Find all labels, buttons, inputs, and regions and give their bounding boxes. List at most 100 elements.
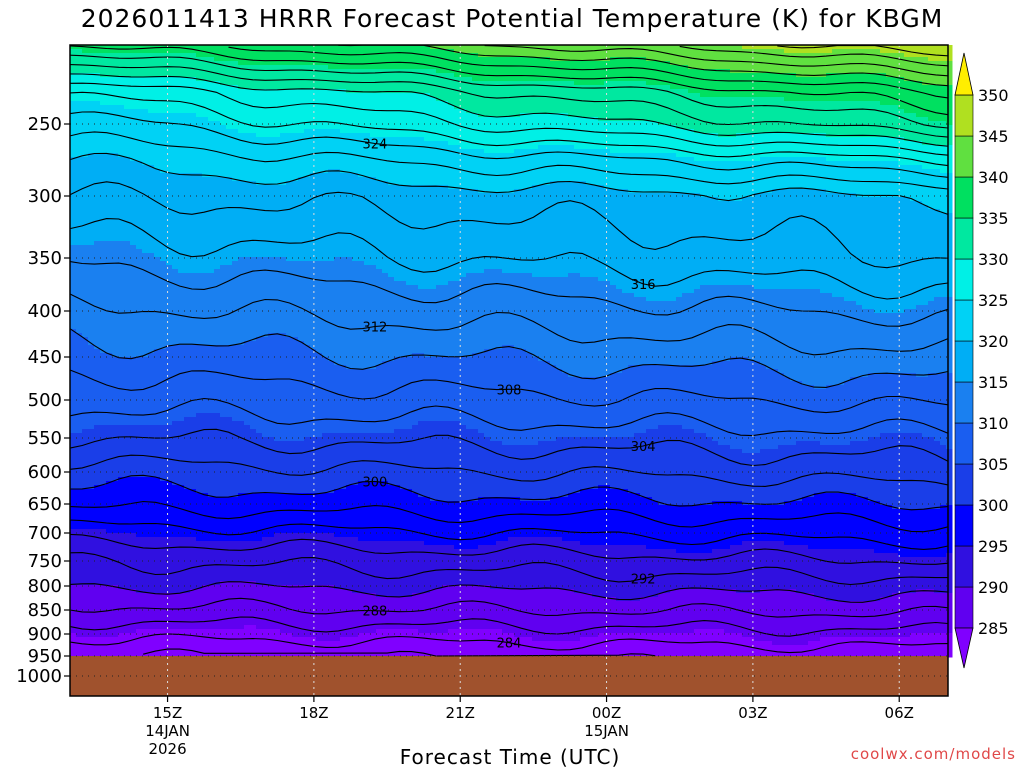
- field-cell: [508, 101, 515, 106]
- field-cell: [868, 117, 875, 122]
- field-cell: [268, 45, 275, 50]
- field-cell: [364, 153, 371, 158]
- field-cell: [244, 49, 251, 54]
- field-cell: [718, 145, 725, 150]
- field-cell: [274, 173, 281, 178]
- field-cell: [844, 161, 851, 166]
- field-cell: [442, 177, 449, 182]
- field-cell: [772, 101, 779, 106]
- field-cell: [880, 49, 887, 54]
- field-cell: [244, 93, 251, 98]
- field-cell: [466, 61, 473, 66]
- field-cell: [580, 145, 587, 150]
- field-cell: [418, 53, 425, 58]
- field-cell: [646, 73, 653, 78]
- field-cell: [646, 45, 653, 50]
- field-cell: [940, 77, 947, 82]
- field-cell: [148, 173, 155, 178]
- field-cell: [310, 149, 317, 154]
- field-cell: [370, 169, 377, 174]
- field-cell: [538, 77, 545, 82]
- field-cell: [232, 173, 239, 178]
- field-cell: [934, 177, 941, 182]
- field-cell: [508, 121, 515, 126]
- field-cell: [862, 141, 869, 146]
- field-cell: [358, 105, 365, 110]
- field-cell: [304, 73, 311, 78]
- field-cell: [874, 101, 881, 106]
- field-cell: [328, 77, 335, 82]
- field-cell: [460, 73, 467, 78]
- field-cell: [304, 141, 311, 146]
- field-cell: [112, 121, 119, 126]
- field-cell: [796, 125, 803, 130]
- field-cell: [244, 161, 251, 166]
- field-cell: [922, 101, 929, 106]
- field-cell: [298, 101, 305, 106]
- field-cell: [130, 101, 137, 106]
- field-cell: [940, 105, 947, 110]
- field-cell: [640, 53, 647, 58]
- field-cell: [346, 173, 353, 178]
- field-cell: [298, 57, 305, 62]
- field-cell: [376, 141, 383, 146]
- field-cell: [766, 133, 773, 138]
- field-cell: [76, 113, 83, 118]
- field-cell: [280, 149, 287, 154]
- field-cell: [70, 149, 77, 154]
- field-cell: [208, 149, 215, 154]
- field-cell: [544, 153, 551, 158]
- field-cell: [736, 129, 743, 134]
- field-cell: [406, 77, 413, 82]
- field-cell: [232, 117, 239, 122]
- field-cell: [100, 149, 107, 154]
- field-cell: [424, 169, 431, 174]
- field-cell: [778, 117, 785, 122]
- field-cell: [82, 101, 89, 106]
- field-cell: [562, 125, 569, 130]
- field-cell: [232, 45, 239, 50]
- field-cell: [808, 93, 815, 98]
- field-cell: [94, 133, 101, 138]
- field-cell: [430, 173, 437, 178]
- field-cell: [262, 45, 269, 50]
- field-cell: [610, 109, 617, 114]
- field-cell: [820, 125, 827, 130]
- field-cell: [142, 77, 149, 82]
- field-cell: [436, 81, 443, 86]
- field-cell: [496, 57, 503, 62]
- field-cell: [316, 85, 323, 90]
- field-cell: [916, 153, 923, 158]
- field-cell: [508, 125, 515, 130]
- field-cell: [430, 153, 437, 158]
- field-cell: [634, 149, 641, 154]
- field-cell: [556, 81, 563, 86]
- field-cell: [214, 177, 221, 182]
- field-cell: [814, 113, 821, 118]
- field-cell: [550, 161, 557, 166]
- field-cell: [910, 145, 917, 150]
- field-cell: [418, 141, 425, 146]
- field-cell: [340, 121, 347, 126]
- field-cell: [376, 121, 383, 126]
- field-cell: [202, 117, 209, 122]
- field-cell: [142, 121, 149, 126]
- field-cell: [616, 61, 623, 66]
- field-cell: [574, 109, 581, 114]
- field-cell: [742, 133, 749, 138]
- field-cell: [712, 53, 719, 58]
- field-cell: [610, 81, 617, 86]
- field-cell: [784, 61, 791, 66]
- field-cell: [814, 165, 821, 170]
- field-cell: [844, 125, 851, 130]
- field-cell: [862, 177, 869, 182]
- field-cell: [430, 53, 437, 58]
- field-cell: [70, 97, 77, 102]
- field-cell: [526, 149, 533, 154]
- field-cell: [286, 129, 293, 134]
- field-cell: [844, 45, 851, 50]
- field-cell: [904, 109, 911, 114]
- field-cell: [700, 129, 707, 134]
- field-cell: [772, 93, 779, 98]
- field-cell: [220, 161, 227, 166]
